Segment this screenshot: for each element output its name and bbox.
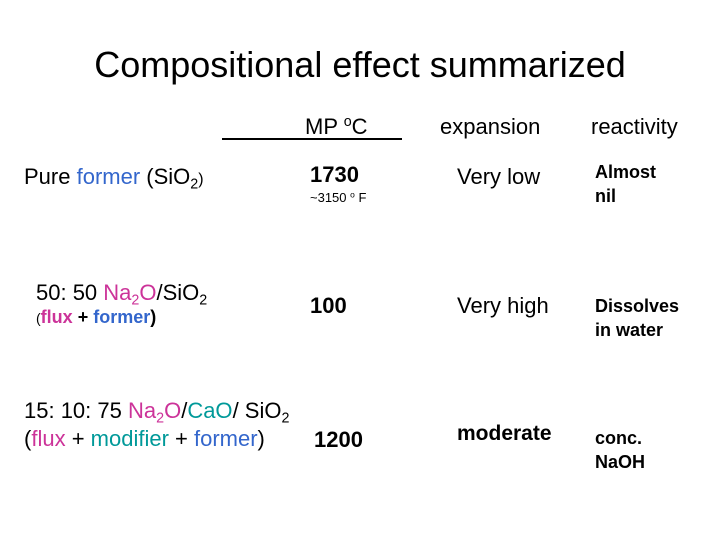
row1-expansion: Very low (457, 164, 541, 189)
row1-label-close: ) (198, 171, 204, 188)
row2-label-na: Na (103, 280, 132, 305)
row2-reactivity-1: Dissolves (595, 296, 680, 316)
row3-label-sub1: 2 (156, 410, 165, 427)
row2-mp: 100 (310, 293, 347, 318)
row1-mp-note-unit: F (354, 190, 367, 205)
header-mp-unit: C (351, 114, 368, 139)
row2-flux: flux (40, 307, 73, 327)
row3-label-sio: / SiO (232, 398, 282, 423)
row2-expansion: Very high (457, 293, 549, 318)
header-mp-label: MP (305, 114, 344, 139)
row2-label-ratio: 50: 50 (36, 280, 104, 305)
row1-mp: 1730 (310, 162, 359, 187)
row3-paren-close: ) (257, 426, 265, 451)
row3-reactivity-2: NaOH (595, 452, 646, 472)
row3-former: former (193, 426, 258, 451)
row2-former: former (93, 307, 151, 327)
row1-reactivity-2: nil (595, 186, 616, 206)
row2-label-o: O (139, 280, 157, 305)
header-mp: MP oC (305, 114, 368, 140)
row1-label-pure: Pure (24, 164, 77, 189)
row3-label-o: O (164, 398, 182, 423)
row3-label-slash: / (181, 398, 188, 423)
row3-sublabel: (flux + modifier + former) (24, 426, 265, 452)
row1-label-former: former (76, 164, 141, 189)
row2-paren-close: ) (150, 307, 157, 327)
row1-label: Pure former (SiO2) (24, 164, 204, 193)
row2-label-sub1: 2 (131, 292, 140, 309)
row2-reactivity-2: in water (595, 320, 664, 340)
row3-label-ratio: 15: 10: 75 (24, 398, 128, 423)
row2-label-sub2: 2 (199, 292, 208, 309)
header-expansion: expansion (440, 114, 541, 139)
row2-label-sio: /SiO (156, 280, 200, 305)
row2-label: 50: 50 Na2O/SiO2 (36, 280, 208, 309)
row1-label-sio: (SiO (140, 164, 191, 189)
row2-paren-open: ( (36, 310, 41, 326)
row3-plus2: + (168, 426, 194, 451)
row3-expansion: moderate (457, 422, 552, 445)
row1-mp-note-degree: o (350, 189, 355, 200)
row3-paren-open: ( (24, 426, 32, 451)
row1-mp-note-value: ~3150 (310, 190, 347, 205)
row2-plus: + (72, 307, 94, 327)
row3-reactivity-1: conc. (595, 428, 643, 448)
header-reactivity: reactivity (591, 114, 678, 139)
header-mp-degree: o (343, 114, 352, 131)
row3-plus1: + (65, 426, 91, 451)
row2-sublabel: (flux + former) (36, 307, 156, 328)
row3-label: 15: 10: 75 Na2O/CaO/ SiO2 (24, 398, 290, 427)
row3-label-na: Na (127, 398, 157, 423)
row3-modifier: modifier (90, 426, 169, 451)
row3-flux: flux (31, 426, 66, 451)
row3-label-sub2: 2 (281, 410, 290, 427)
row1-reactivity-1: Almost (595, 162, 657, 182)
row1-label-sub: 2 (190, 176, 199, 193)
row3-label-cao: CaO (187, 398, 233, 423)
slide-title: Compositional effect summarized (94, 44, 626, 85)
row1-mp-note: ~3150 o F (310, 190, 366, 205)
row3-mp: 1200 (314, 427, 363, 452)
header-underline (222, 138, 402, 140)
